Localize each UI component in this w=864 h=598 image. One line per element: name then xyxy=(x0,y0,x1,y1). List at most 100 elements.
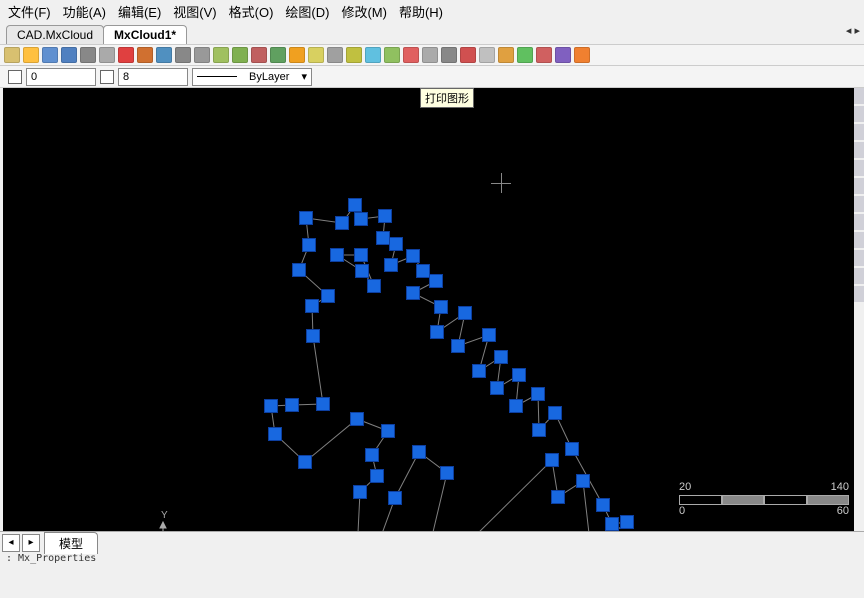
grip-point[interactable] xyxy=(440,466,454,480)
grip-point[interactable] xyxy=(434,300,448,314)
tab-doc-1[interactable]: MxCloud1* xyxy=(103,25,187,44)
grip-point[interactable] xyxy=(451,339,465,353)
model-tab[interactable]: 模型 xyxy=(44,532,98,554)
toolbar-icon-13[interactable] xyxy=(251,47,267,63)
menu-edit[interactable]: 编辑(E) xyxy=(112,2,167,21)
grip-point[interactable] xyxy=(370,469,384,483)
toolbar-icon-29[interactable] xyxy=(555,47,571,63)
toolbar-icon-15[interactable] xyxy=(289,47,305,63)
grip-point[interactable] xyxy=(268,427,282,441)
grip-point[interactable] xyxy=(350,412,364,426)
grip-point[interactable] xyxy=(412,445,426,459)
grip-point[interactable] xyxy=(620,515,634,529)
grip-point[interactable] xyxy=(292,263,306,277)
toolbar-icon-2[interactable] xyxy=(42,47,58,63)
grip-point[interactable] xyxy=(472,364,486,378)
toolbar-icon-12[interactable] xyxy=(232,47,248,63)
toolbar-icon-7[interactable] xyxy=(137,47,153,63)
toolbar-icon-20[interactable] xyxy=(384,47,400,63)
toolbar-icon-19[interactable] xyxy=(365,47,381,63)
lineweight-swatch[interactable] xyxy=(100,70,114,84)
toolbar-icon-14[interactable] xyxy=(270,47,286,63)
grip-point[interactable] xyxy=(532,423,546,437)
toolbar-icon-30[interactable] xyxy=(574,47,590,63)
grip-point[interactable] xyxy=(490,381,504,395)
toolbar-icon-25[interactable] xyxy=(479,47,495,63)
tab-prev[interactable]: ◂ xyxy=(2,534,20,552)
grip-point[interactable] xyxy=(416,264,430,278)
grip-point[interactable] xyxy=(353,485,367,499)
menu-format[interactable]: 格式(O) xyxy=(223,2,280,21)
toolbar-icon-21[interactable] xyxy=(403,47,419,63)
grip-point[interactable] xyxy=(302,238,316,252)
grip-point[interactable] xyxy=(367,279,381,293)
toolbar-icon-1[interactable] xyxy=(23,47,39,63)
toolbar-icon-24[interactable] xyxy=(460,47,476,63)
toolbar-icon-27[interactable] xyxy=(517,47,533,63)
grip-point[interactable] xyxy=(388,491,402,505)
layer-select[interactable]: 0 xyxy=(26,68,96,86)
tab-next[interactable]: ▸ xyxy=(22,534,40,552)
toolbar-icon-11[interactable] xyxy=(213,47,229,63)
drawing-canvas[interactable]: X Y 20140 060 xyxy=(3,88,861,531)
grip-point[interactable] xyxy=(365,448,379,462)
grip-point[interactable] xyxy=(306,329,320,343)
toolbar-icon-17[interactable] xyxy=(327,47,343,63)
grip-point[interactable] xyxy=(531,387,545,401)
grip-point[interactable] xyxy=(430,325,444,339)
menu-file[interactable]: 文件(F) xyxy=(2,2,57,21)
grip-point[interactable] xyxy=(305,299,319,313)
grip-point[interactable] xyxy=(321,289,335,303)
toolbar-icon-26[interactable] xyxy=(498,47,514,63)
grip-point[interactable] xyxy=(330,248,344,262)
toolbar-icon-6[interactable] xyxy=(118,47,134,63)
grip-point[interactable] xyxy=(509,399,523,413)
grip-point[interactable] xyxy=(298,455,312,469)
grip-point[interactable] xyxy=(354,212,368,226)
grip-point[interactable] xyxy=(335,216,349,230)
tab-nav[interactable]: ◂ ▸ xyxy=(846,24,860,37)
toolbar-icon-28[interactable] xyxy=(536,47,552,63)
toolbar-icon-8[interactable] xyxy=(156,47,172,63)
grip-point[interactable] xyxy=(458,306,472,320)
grip-point[interactable] xyxy=(565,442,579,456)
grip-point[interactable] xyxy=(381,424,395,438)
grip-point[interactable] xyxy=(406,249,420,263)
grip-point[interactable] xyxy=(512,368,526,382)
grip-point[interactable] xyxy=(378,209,392,223)
grip-point[interactable] xyxy=(548,406,562,420)
toolbar-icon-5[interactable] xyxy=(99,47,115,63)
tab-doc-0[interactable]: CAD.MxCloud xyxy=(6,25,104,44)
right-sidebar[interactable] xyxy=(854,88,864,531)
grip-point[interactable] xyxy=(596,498,610,512)
menu-view[interactable]: 视图(V) xyxy=(167,2,222,21)
grip-point[interactable] xyxy=(384,258,398,272)
toolbar-icon-9[interactable] xyxy=(175,47,191,63)
grip-point[interactable] xyxy=(285,398,299,412)
toolbar-icon-10[interactable] xyxy=(194,47,210,63)
toolbar-icon-0[interactable] xyxy=(4,47,20,63)
grip-point[interactable] xyxy=(264,399,278,413)
toolbar-icon-23[interactable] xyxy=(441,47,457,63)
toolbar-icon-18[interactable] xyxy=(346,47,362,63)
grip-point[interactable] xyxy=(576,474,590,488)
grip-point[interactable] xyxy=(494,350,508,364)
menu-func[interactable]: 功能(A) xyxy=(57,2,112,21)
toolbar-icon-22[interactable] xyxy=(422,47,438,63)
menu-modify[interactable]: 修改(M) xyxy=(335,2,393,21)
linetype-select[interactable]: ByLayer▾ xyxy=(192,68,312,86)
grip-point[interactable] xyxy=(355,264,369,278)
grip-point[interactable] xyxy=(545,453,559,467)
toolbar-icon-4[interactable] xyxy=(80,47,96,63)
color-swatch[interactable] xyxy=(8,70,22,84)
toolbar-icon-3[interactable] xyxy=(61,47,77,63)
grip-point[interactable] xyxy=(482,328,496,342)
grip-point[interactable] xyxy=(348,198,362,212)
grip-point[interactable] xyxy=(551,490,565,504)
menu-draw[interactable]: 绘图(D) xyxy=(279,2,335,21)
grip-point[interactable] xyxy=(299,211,313,225)
grip-point[interactable] xyxy=(354,248,368,262)
menu-help[interactable]: 帮助(H) xyxy=(393,2,449,21)
grip-point[interactable] xyxy=(406,286,420,300)
grip-point[interactable] xyxy=(316,397,330,411)
